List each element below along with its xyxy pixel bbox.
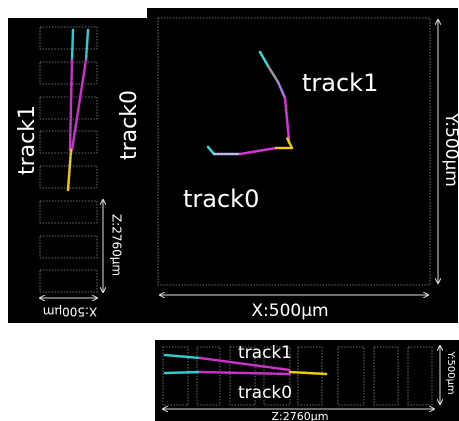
- track-label: track0: [238, 383, 292, 403]
- axis-label: X:500μm: [43, 305, 98, 319]
- axis-label: Z:2760μm: [110, 214, 124, 276]
- track-label: track1: [302, 69, 378, 97]
- track-label: track1: [238, 343, 292, 363]
- axis-label: Z:2760μm: [272, 410, 329, 421]
- axis-label: X:500μm: [251, 301, 328, 321]
- track-label: track0: [117, 90, 142, 160]
- track-label: track1: [15, 105, 40, 175]
- side-view: track1 track0 Z:2760μm X:500μm: [8, 18, 148, 323]
- bottom-view: track1 track0 Y:500μm Z:2760μm: [155, 340, 459, 421]
- track-label: track0: [183, 185, 259, 213]
- axis-label: Y:500μm: [445, 350, 456, 394]
- main-view: track1 track0 X:500μm Y:500μm: [147, 8, 459, 323]
- axis-label: Y:500μm: [441, 112, 459, 187]
- figure: track1 track0 Z:2760μm X:500μm track1 tr…: [0, 0, 459, 421]
